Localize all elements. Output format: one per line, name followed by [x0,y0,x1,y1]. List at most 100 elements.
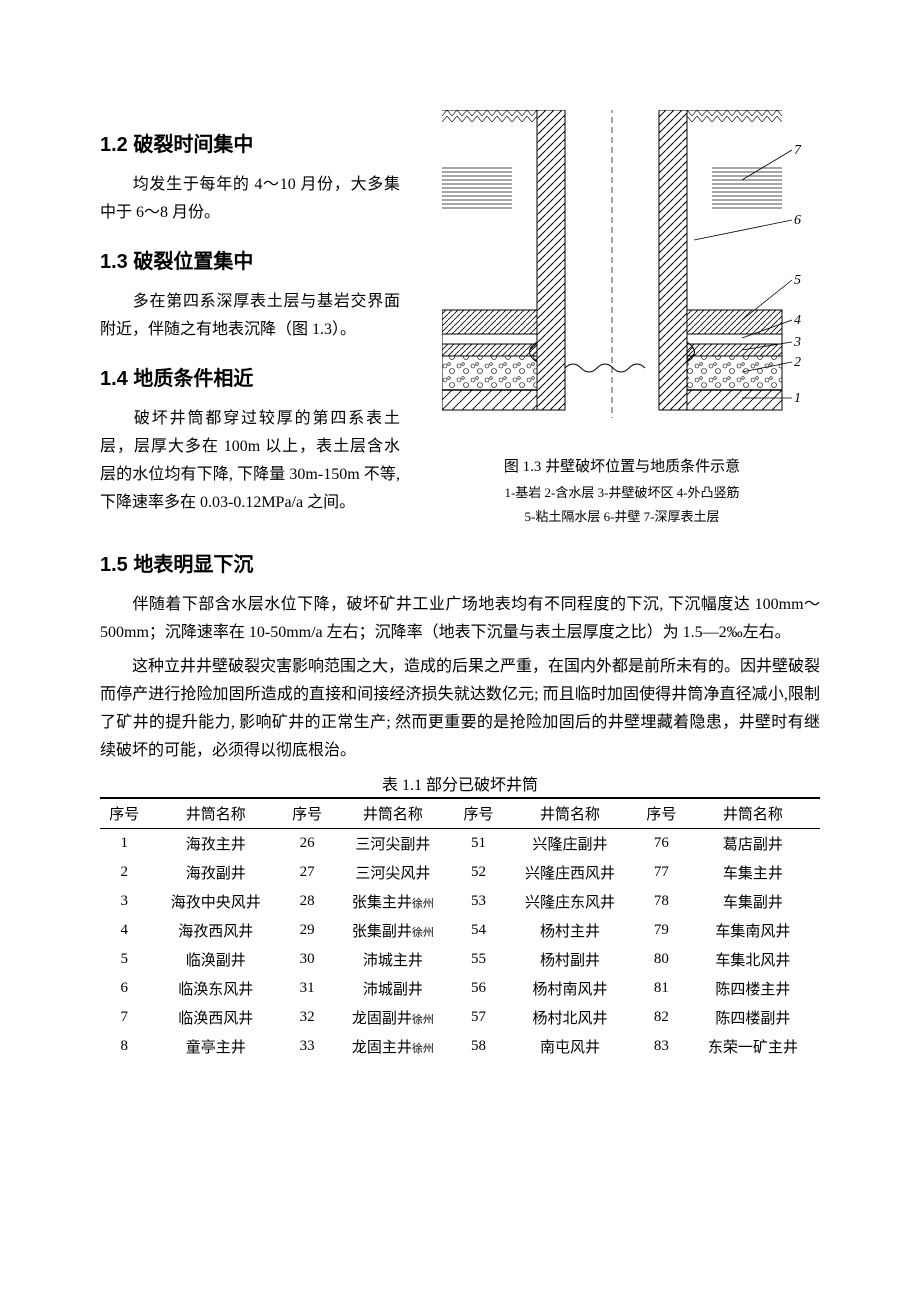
figure-column: 1 2 3 4 5 6 7 图 1.3 井壁破坏位置与地质条件示意 1-基岩 2… [424,110,820,530]
cell-seq: 4 [100,916,149,945]
figure-1-3: 1 2 3 4 5 6 7 图 1.3 井壁破坏位置与地质条件示意 1-基岩 2… [442,110,802,530]
heading-1-3: 1.3 破裂位置集中 [100,245,400,274]
cell-seq: 1 [100,828,149,858]
para-1-5-a-text: 伴随着下部含水层水位下降，破坏矿井工业广场地表均有不同程度的下沉, 下沉幅度达 … [100,596,820,641]
cell-seq: 57 [454,1003,503,1032]
cell-name: 车集主井 [686,858,820,887]
col-name: 井筒名称 [503,798,637,829]
table-title: 表 1.1 部分已破坏井筒 [100,771,820,795]
fig-label-1: 1 [794,391,801,406]
table-row: 8童亭主井33龙固主井徐州58南屯风井83东荣一矿主井 [100,1032,820,1061]
cell-seq: 56 [454,974,503,1003]
table-header-row: 序号井筒名称序号井筒名称序号井筒名称序号井筒名称 [100,798,820,829]
cell-seq: 3 [100,887,149,916]
para-1-3: 多在第四系深厚表土层与基岩交界面附近，伴随之有地表沉降（图 1.3）。 [100,288,400,344]
cell-seq: 32 [283,1003,332,1032]
cell-name: 张集副井徐州 [331,916,454,945]
cell-name: 海孜中央风井 [149,887,283,916]
cell-name: 陈四楼主井 [686,974,820,1003]
cell-name: 杨村南风井 [503,974,637,1003]
cell-name: 兴隆庄副井 [503,828,637,858]
cell-seq: 53 [454,887,503,916]
para-1-2-text: 均发生于每年的 4～10 月份，大多集中于 6～8 月份。 [100,176,400,221]
heading-1-2: 1.2 破裂时间集中 [100,128,400,157]
figure-legend-2: 5-粘土隔水层 6-井壁 7-深厚表土层 [442,505,802,530]
para-1-5-b: 这种立井井壁破裂灾害影响范围之大，造成的后果之严重，在国内外都是前所未有的。因井… [100,653,820,765]
heading-1-4: 1.4 地质条件相近 [100,362,400,391]
table-body: 1海孜主井26三河尖副井51兴隆庄副井76葛店副井2海孜副井27三河尖风井52兴… [100,828,820,1061]
col-name: 井筒名称 [331,798,454,829]
para-1-5-b-text: 这种立井井壁破裂灾害影响范围之大，造成的后果之严重，在国内外都是前所未有的。因井… [100,658,820,759]
cell-seq: 8 [100,1032,149,1061]
left-text-column: 1.2 破裂时间集中 均发生于每年的 4～10 月份，大多集中于 6～8 月份。… [100,110,400,523]
cell-name: 陈四楼副井 [686,1003,820,1032]
cell-seq: 31 [283,974,332,1003]
cell-name: 兴隆庄东风井 [503,887,637,916]
para-1-4-text: 破坏井筒都穿过较厚的第四系表土层，层厚大多在 100m 以上，表土层含水层的水位… [100,410,400,511]
broken-shaft-table: 序号井筒名称序号井筒名称序号井筒名称序号井筒名称 1海孜主井26三河尖副井51兴… [100,797,820,1061]
cell-name: 东荣一矿主井 [686,1032,820,1061]
cell-seq: 28 [283,887,332,916]
figure-legend-1: 1-基岩 2-含水层 3-井壁破坏区 4-外凸竖筋 [442,481,802,506]
cell-seq: 27 [283,858,332,887]
cell-seq: 78 [637,887,686,916]
cell-name: 童亭主井 [149,1032,283,1061]
cell-seq: 77 [637,858,686,887]
cell-seq: 54 [454,916,503,945]
table-row: 4海孜西风井29张集副井徐州54杨村主井79车集南风井 [100,916,820,945]
cell-seq: 29 [283,916,332,945]
table-row: 2海孜副井27三河尖风井52兴隆庄西风井77车集主井 [100,858,820,887]
cell-seq: 80 [637,945,686,974]
para-1-3-text: 多在第四系深厚表土层与基岩交界面附近，伴随之有地表沉降（图 1.3）。 [100,293,400,338]
para-1-5-a: 伴随着下部含水层水位下降，破坏矿井工业广场地表均有不同程度的下沉, 下沉幅度达 … [100,591,820,647]
cell-seq: 51 [454,828,503,858]
fig-label-3: 3 [793,335,801,350]
cell-seq: 5 [100,945,149,974]
cell-seq: 82 [637,1003,686,1032]
para-1-4: 破坏井筒都穿过较厚的第四系表土层，层厚大多在 100m 以上，表土层含水层的水位… [100,405,400,517]
cell-seq: 26 [283,828,332,858]
col-seq: 序号 [283,798,332,829]
cell-seq: 6 [100,974,149,1003]
cell-name: 杨村主井 [503,916,637,945]
cell-name: 兴隆庄西风井 [503,858,637,887]
cell-name: 龙固副井徐州 [331,1003,454,1032]
table-row: 5临涣副井30沛城主井55杨村副井80车集北风井 [100,945,820,974]
cell-name: 沛城副井 [331,974,454,1003]
cell-seq: 33 [283,1032,332,1061]
fig-label-7: 7 [794,143,802,158]
cell-name: 南屯风井 [503,1032,637,1061]
fig-label-5: 5 [794,273,801,288]
cell-name: 临涣西风井 [149,1003,283,1032]
figure-svg: 1 2 3 4 5 6 7 [442,110,802,440]
cell-name: 张集主井徐州 [331,887,454,916]
col-name: 井筒名称 [686,798,820,829]
cell-name: 沛城主井 [331,945,454,974]
cell-name: 海孜西风井 [149,916,283,945]
cell-name: 杨村副井 [503,945,637,974]
cell-seq: 2 [100,858,149,887]
cell-seq: 52 [454,858,503,887]
fig-label-4: 4 [794,313,801,328]
cell-seq: 7 [100,1003,149,1032]
cell-name: 三河尖风井 [331,858,454,887]
col-seq: 序号 [637,798,686,829]
cell-name: 车集副井 [686,887,820,916]
cell-seq: 76 [637,828,686,858]
table-row: 7临涣西风井32龙固副井徐州57杨村北风井82陈四楼副井 [100,1003,820,1032]
fig-label-2: 2 [794,355,801,370]
para-1-2: 均发生于每年的 4～10 月份，大多集中于 6～8 月份。 [100,171,400,227]
cell-name: 车集南风井 [686,916,820,945]
cell-name: 海孜主井 [149,828,283,858]
cell-name: 临涣副井 [149,945,283,974]
cell-seq: 83 [637,1032,686,1061]
col-seq: 序号 [100,798,149,829]
fig-label-6: 6 [794,213,801,228]
page-root: 1.2 破裂时间集中 均发生于每年的 4～10 月份，大多集中于 6～8 月份。… [0,0,920,1121]
cell-name: 三河尖副井 [331,828,454,858]
figure-caption: 图 1.3 井壁破坏位置与地质条件示意 [442,455,802,481]
table-row: 6临涣东风井31沛城副井56杨村南风井81陈四楼主井 [100,974,820,1003]
table-row: 1海孜主井26三河尖副井51兴隆庄副井76葛店副井 [100,828,820,858]
cell-name: 葛店副井 [686,828,820,858]
cell-seq: 58 [454,1032,503,1061]
